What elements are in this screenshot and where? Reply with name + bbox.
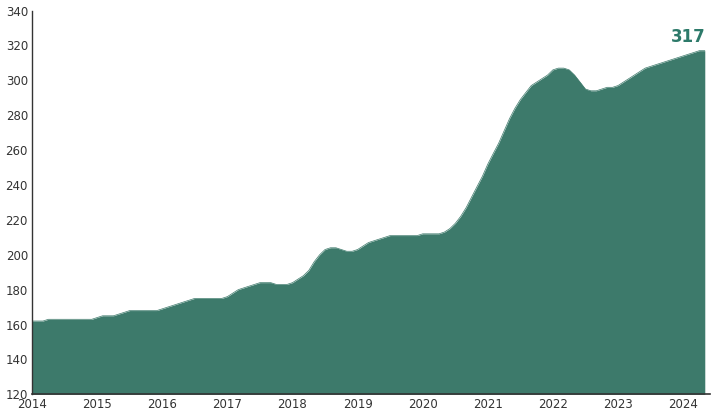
- Text: 317: 317: [671, 28, 706, 46]
